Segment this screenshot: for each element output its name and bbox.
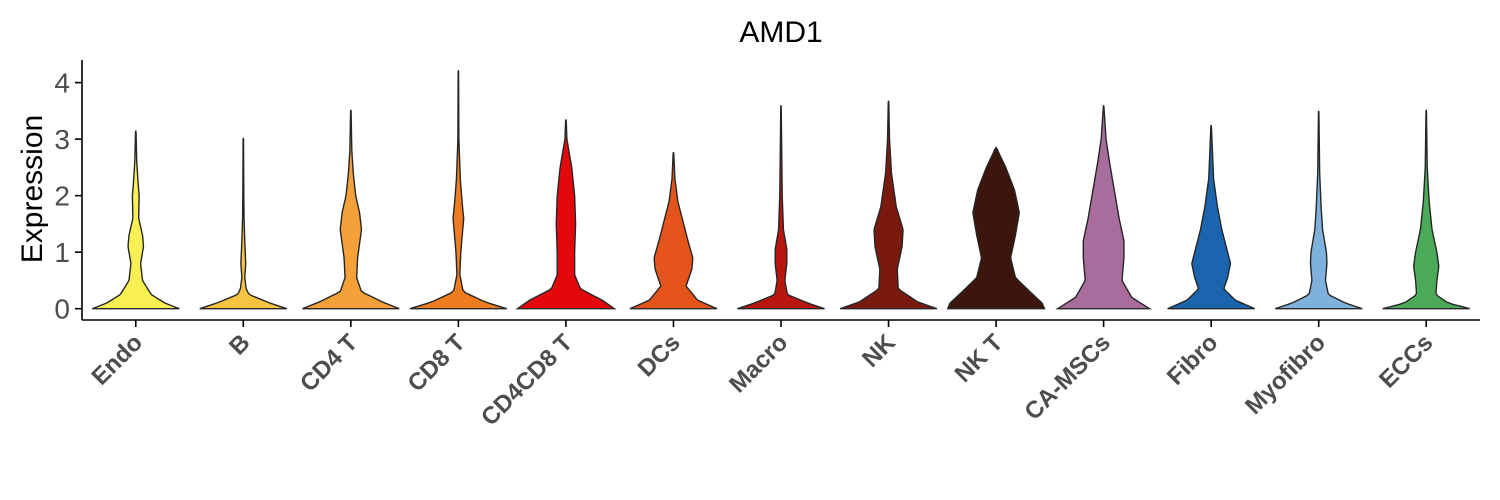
- violin-eccs: [1382, 109, 1470, 310]
- y-tick-label: 4: [54, 68, 70, 99]
- x-tick-label: NK T: [950, 329, 1009, 388]
- x-tick-label: NK: [857, 329, 901, 373]
- y-tick-label: 1: [54, 237, 70, 268]
- violin-macro: [737, 105, 825, 310]
- y-tick-label: 2: [54, 181, 70, 212]
- x-axis-ticks: Endo B CD4 T CD8 T CD4CD8 T DCs Macro NK NK T CA-…: [86, 320, 1438, 431]
- x-tick-label: CD4 T: [295, 329, 363, 397]
- x-tick-label: ECCs: [1374, 329, 1438, 393]
- x-tick-label: Macro: [724, 329, 793, 398]
- violin-fibro: [1167, 124, 1255, 310]
- x-tick-label: Myofibro: [1240, 329, 1331, 420]
- y-tick-label: 0: [54, 294, 70, 325]
- violin-endo: [91, 130, 180, 310]
- violin-b: [199, 137, 288, 310]
- violins-group: [91, 70, 1470, 310]
- x-tick-label: CD4CD8 T: [476, 329, 578, 431]
- violin-cd4-t: [302, 109, 400, 310]
- violin-nk-t: [946, 146, 1046, 310]
- x-tick-label: B: [224, 329, 255, 360]
- violin-cd4cd8-t: [515, 119, 617, 310]
- x-tick-label: CA-MSCs: [1019, 329, 1115, 425]
- violin-myofibro: [1274, 110, 1363, 310]
- x-tick-label: DCs: [633, 329, 686, 382]
- violin-dcs: [629, 152, 718, 310]
- x-tick-label: CD8 T: [403, 329, 471, 397]
- violin-ca-mscs: [1055, 105, 1153, 310]
- violin-cd8-t: [409, 70, 507, 310]
- y-axis-ticks: 0 1 2 3 4: [54, 68, 82, 325]
- x-tick-label: Fibro: [1162, 329, 1224, 391]
- y-axis-label: Expression: [16, 115, 49, 263]
- x-tick-label: Endo: [86, 329, 148, 391]
- chart-title: AMD1: [739, 16, 822, 49]
- violin-nk: [839, 100, 938, 310]
- y-tick-label: 3: [54, 124, 70, 155]
